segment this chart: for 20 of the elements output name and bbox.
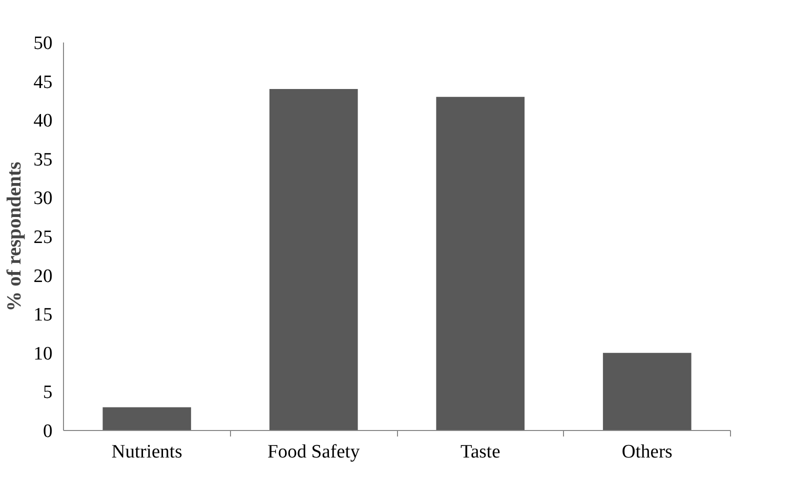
x-tick-label: Others [622, 442, 672, 462]
y-tick-label: 40 [34, 110, 52, 132]
bar [269, 89, 358, 430]
y-tick-label: 30 [34, 188, 52, 210]
y-axis-title: % of respondents [4, 161, 26, 312]
y-tick-label: 35 [34, 149, 52, 170]
y-tick-label: 25 [34, 227, 52, 248]
bar [436, 96, 525, 430]
y-tick-label: 45 [34, 72, 52, 93]
y-tick-label: 50 [34, 33, 52, 54]
x-tick-label: Food Safety [267, 442, 360, 462]
x-tick-label: Taste [460, 442, 500, 462]
bar [102, 407, 192, 430]
bar [602, 352, 692, 430]
y-tick-label: 0 [43, 421, 52, 442]
y-tick-label: 20 [34, 266, 52, 287]
y-tick-label: 15 [34, 304, 52, 326]
y-tick-label: 10 [34, 343, 52, 364]
y-tick-label: 5 [43, 382, 52, 404]
x-tick-label: Nutrients [112, 442, 182, 462]
